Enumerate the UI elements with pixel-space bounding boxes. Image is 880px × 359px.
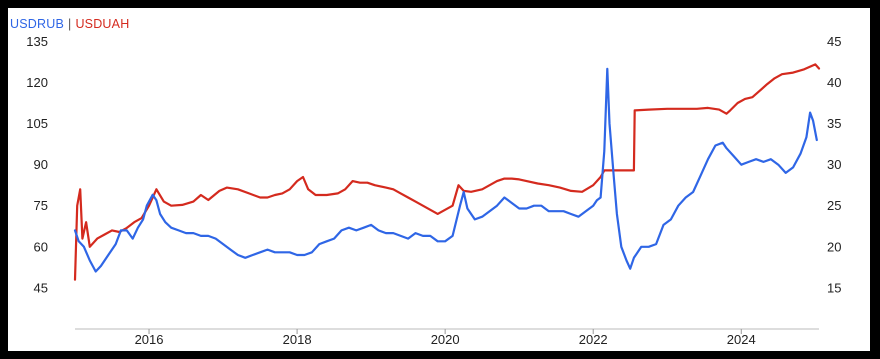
left-y-tick-label: 120 [26,75,48,90]
x-tick-label: 2020 [431,332,460,347]
right-y-tick-label: 25 [827,198,841,213]
right-y-tick-label: 35 [827,116,841,131]
line-chart: 2016 2018 2020 2022 2024 45 60 75 90 105 120 135 15 2… [26,34,841,347]
left-y-tick-label: 45 [34,280,48,295]
x-tick-label: 2016 [135,332,164,347]
chart-legend: USDRUB | USDUAH [10,17,129,31]
left-y-tick-label: 60 [34,239,48,254]
chart-frame: USDRUB | USDUAH 2016 2018 2020 2022 2024 45 60 75… [8,8,870,351]
right-y-tick-label: 40 [827,75,841,90]
x-tick-label: 2018 [283,332,312,347]
legend-series-2: USDUAH [75,17,130,31]
right-y-tick-label: 20 [827,239,841,254]
legend-separator: | [67,17,72,31]
right-y-tick-label: 30 [827,157,841,172]
legend-series-1: USDRUB [10,17,64,31]
series-line-usduah [73,63,821,281]
right-y-tick-label: 15 [827,280,841,295]
left-y-tick-label: 90 [34,157,48,172]
x-tick-label: 2022 [579,332,608,347]
series-line-usdrub [73,67,818,273]
left-y-tick-label: 105 [26,116,48,131]
x-tick-label: 2024 [727,332,756,347]
right-y-tick-label: 45 [827,34,841,49]
left-y-tick-label: 135 [26,34,48,49]
left-y-tick-label: 75 [34,198,48,213]
